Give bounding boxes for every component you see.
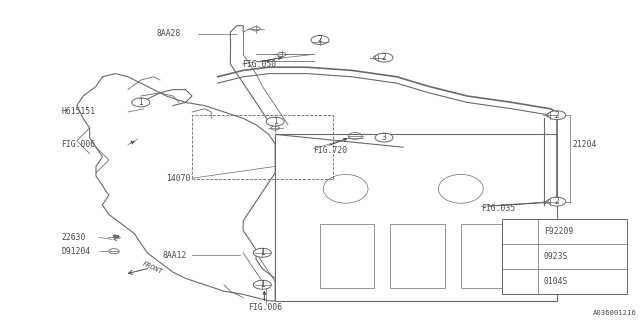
Bar xyxy=(502,219,627,294)
Text: 2: 2 xyxy=(518,254,523,260)
Bar xyxy=(461,224,515,288)
Circle shape xyxy=(546,113,555,117)
Circle shape xyxy=(375,53,393,62)
Circle shape xyxy=(311,36,329,44)
Text: FIG.035: FIG.035 xyxy=(481,204,515,213)
Circle shape xyxy=(258,251,267,255)
Text: 1: 1 xyxy=(260,248,265,257)
Text: FIG.050: FIG.050 xyxy=(242,60,276,69)
Bar xyxy=(275,134,557,301)
Text: 2: 2 xyxy=(317,36,323,44)
Circle shape xyxy=(375,133,393,142)
Circle shape xyxy=(316,39,324,44)
Circle shape xyxy=(253,248,271,257)
Text: 0104S: 0104S xyxy=(544,277,568,286)
Circle shape xyxy=(512,278,529,286)
Circle shape xyxy=(512,253,529,261)
Text: 2: 2 xyxy=(381,53,387,62)
Text: 22630: 22630 xyxy=(61,233,86,242)
Text: FIG.006: FIG.006 xyxy=(248,303,283,312)
Circle shape xyxy=(258,283,267,287)
Text: 21204: 21204 xyxy=(573,140,597,149)
Circle shape xyxy=(548,197,566,206)
Bar xyxy=(192,115,333,179)
Bar xyxy=(320,224,374,288)
Circle shape xyxy=(252,27,260,31)
Text: F92209: F92209 xyxy=(544,227,573,236)
Text: 2: 2 xyxy=(554,111,559,120)
Text: FIG.006: FIG.006 xyxy=(61,140,95,149)
Text: 2: 2 xyxy=(554,197,559,206)
Circle shape xyxy=(266,117,284,126)
Circle shape xyxy=(512,228,529,236)
Text: 1: 1 xyxy=(273,117,278,126)
Text: 3: 3 xyxy=(381,133,387,142)
Circle shape xyxy=(548,111,566,120)
Text: 8AA28: 8AA28 xyxy=(156,29,180,38)
Circle shape xyxy=(271,126,280,130)
Text: 1: 1 xyxy=(260,280,265,289)
Text: 0923S: 0923S xyxy=(544,252,568,261)
Text: FIG.720: FIG.720 xyxy=(314,146,348,155)
Bar xyxy=(390,224,445,288)
Text: H615151: H615151 xyxy=(61,108,95,116)
Text: D91204: D91204 xyxy=(61,247,91,256)
Text: 14070: 14070 xyxy=(166,174,191,183)
Circle shape xyxy=(109,249,119,254)
Circle shape xyxy=(253,280,271,289)
Text: 8AA12: 8AA12 xyxy=(163,251,187,260)
Circle shape xyxy=(373,55,382,60)
Text: 1: 1 xyxy=(518,229,523,235)
Text: 1: 1 xyxy=(138,98,143,107)
Text: 3: 3 xyxy=(518,279,523,285)
Text: FRONT: FRONT xyxy=(141,261,163,276)
Text: A036001216: A036001216 xyxy=(593,310,637,316)
Ellipse shape xyxy=(438,174,483,203)
Circle shape xyxy=(132,98,150,107)
Circle shape xyxy=(277,52,286,57)
Ellipse shape xyxy=(323,174,368,203)
Circle shape xyxy=(546,199,555,204)
